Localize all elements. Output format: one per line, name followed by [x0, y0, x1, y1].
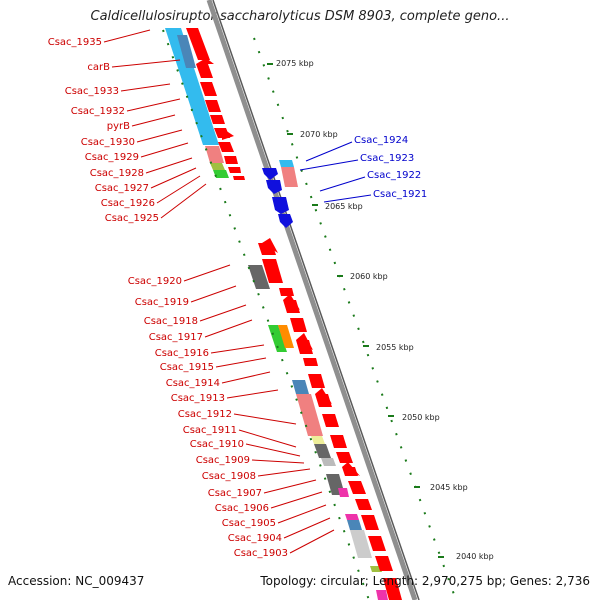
kbp-tick-label: 2050 kbp: [402, 413, 440, 422]
cds-band-orange: [278, 325, 294, 348]
cds-band-magenta: [338, 488, 349, 497]
gene-label: Csac_1911: [183, 425, 237, 436]
reverse-genes: [262, 168, 293, 228]
cds-band-gray-low: [314, 444, 331, 458]
genome-backbone: [206, 0, 418, 600]
cds-band-steel: [177, 35, 196, 68]
kbp-tick-label: 2075 kbp: [276, 59, 314, 68]
forward-genes: [186, 28, 402, 600]
gene-label: Csac_1920: [128, 276, 182, 287]
gene-label: Csac_1928: [90, 168, 144, 179]
cds-band-magenta2: [345, 514, 359, 520]
gene-label: Csac_1910: [190, 439, 244, 450]
gene-label: Csac_1921: [373, 189, 427, 200]
kbp-tick-label: 2065 kbp: [325, 202, 363, 211]
gene-label: Csac_1908: [202, 471, 256, 482]
gene-label: Csac_1914: [166, 378, 220, 389]
genome-backbone-shadow: [212, 0, 420, 600]
gene-label: Csac_1917: [149, 332, 203, 343]
gene-label: Csac_1929: [85, 152, 139, 163]
cds-band-salmon-large: [296, 394, 323, 436]
gene-label: Csac_1909: [196, 455, 250, 466]
gene-label: Csac_1925: [105, 213, 159, 224]
cds-band-cyan: [165, 28, 219, 145]
cds-band-steel-low2: [347, 520, 362, 530]
kbp-tick-label: 2070 kbp: [300, 130, 338, 139]
cds-band-silver-low: [350, 530, 372, 558]
gene-label: Csac_1927: [95, 183, 149, 194]
gene-label: Csac_1904: [228, 533, 282, 544]
gene-label: Csac_1905: [222, 518, 276, 529]
map-title: Caldicellulosiruptor saccharolyticus DSM…: [90, 9, 510, 24]
kbp-tick-label: 2045 kbp: [430, 483, 468, 492]
cds-band-steel-low: [292, 380, 309, 394]
cds-band-green: [213, 170, 229, 178]
gene-label: Csac_1922: [367, 170, 421, 181]
cds-band-salmon: [205, 146, 224, 163]
left-leader-lines: [103, 29, 335, 554]
right-leader-lines: [299, 141, 372, 203]
kbp-tick-label: 2060 kbp: [350, 272, 388, 281]
inner-tick-track: [162, 29, 370, 600]
gene-label: pyrB: [107, 121, 130, 132]
gene-label: Csac_1923: [360, 153, 414, 164]
cds-band-khaki: [311, 436, 325, 444]
gene-label: Csac_1935: [48, 37, 102, 48]
forward-gene-heads: [196, 58, 360, 476]
cds-band-salmon-small: [281, 167, 298, 187]
gene-label: Csac_1913: [171, 393, 225, 404]
gene-label: Csac_1933: [65, 86, 119, 97]
accession-text: Accession: NC_009437: [8, 574, 145, 588]
gene-label: Csac_1918: [144, 316, 198, 327]
gene-label: carB: [87, 62, 110, 73]
cds-band-silver: [321, 458, 336, 466]
cds-band-gray: [248, 265, 270, 289]
genome-summary-text: Topology: circular; Length: 2,970,275 bp…: [260, 574, 590, 588]
cds-band-green-mid: [268, 325, 287, 352]
gene-label: Csac_1916: [155, 348, 209, 359]
gene-label: Csac_1907: [208, 488, 262, 499]
cds-band-magenta3: [376, 590, 388, 600]
gene-label: Csac_1915: [160, 362, 214, 373]
kbp-tick-label: 2055 kbp: [376, 343, 414, 352]
gene-label: Csac_1919: [135, 297, 189, 308]
gene-label: Csac_1924: [354, 135, 408, 146]
gene-label: Csac_1903: [234, 548, 288, 559]
outer-tick-track: [253, 37, 457, 600]
gene-label: Csac_1912: [178, 409, 232, 420]
kbp-tick-label: 2040 kbp: [456, 552, 494, 561]
gene-label: Csac_1906: [215, 503, 269, 514]
gene-label: Csac_1932: [71, 106, 125, 117]
gene-label: Csac_1930: [81, 137, 135, 148]
cds-band-olive: [210, 163, 225, 170]
major-ticks: [267, 63, 444, 558]
cds-band-cyan-small: [279, 160, 294, 167]
gene-label: Csac_1926: [101, 198, 155, 209]
